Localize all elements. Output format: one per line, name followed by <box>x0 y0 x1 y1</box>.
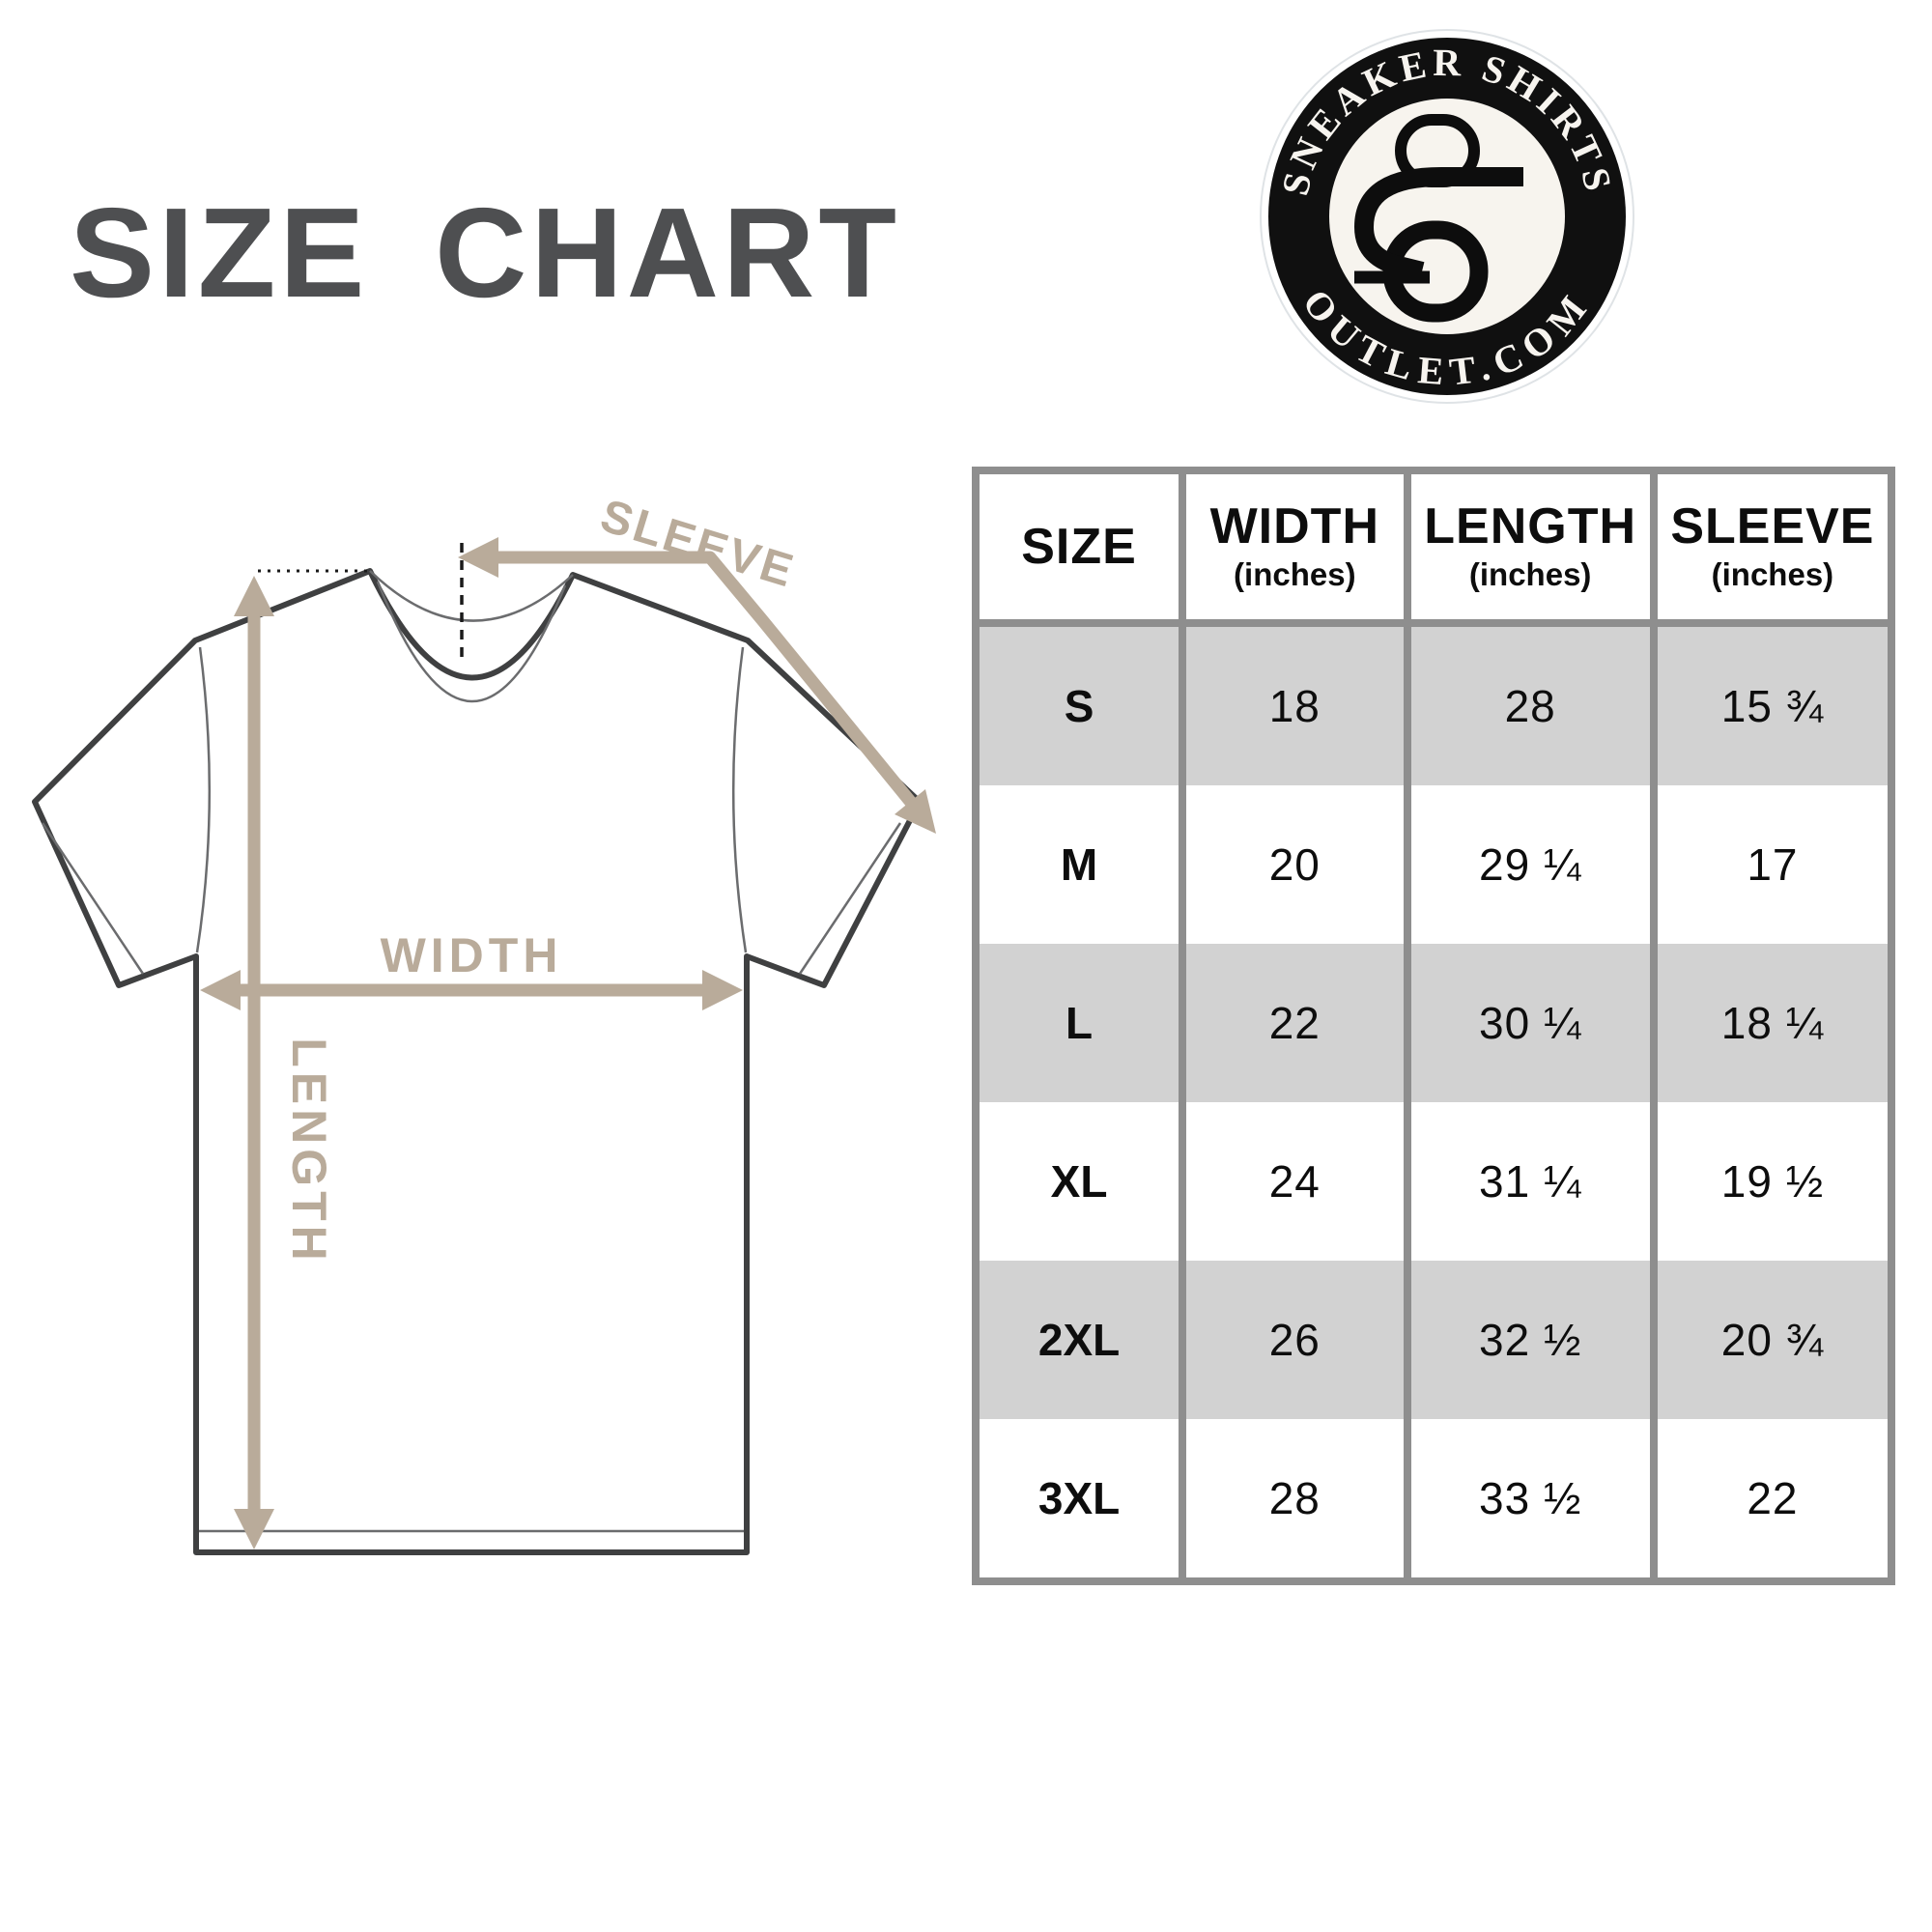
size-table: SIZE WIDTH (inches) LENGTH (inches) SLEE… <box>972 467 1895 1585</box>
table-row: XL 24 31 ¼ 19 ½ <box>980 1102 1888 1261</box>
header-size-label: SIZE <box>1021 518 1137 575</box>
row-3xl-width: 28 <box>1186 1419 1404 1577</box>
row-2xl-sleeve: 20 ¾ <box>1657 1261 1888 1419</box>
row-s-width: 18 <box>1186 627 1404 785</box>
table-row: M 20 29 ¼ 17 <box>980 785 1888 944</box>
length-label: LENGTH <box>282 1037 336 1265</box>
row-3xl-length: 33 ½ <box>1410 1419 1650 1577</box>
sleeve-arrow <box>458 537 936 834</box>
page-title: SIZE CHART <box>70 182 900 324</box>
row-m-length: 29 ¼ <box>1410 785 1650 944</box>
row-3xl-size: 3XL <box>980 1419 1179 1577</box>
logo-monogram-icon <box>1353 114 1523 323</box>
row-xl-width: 24 <box>1186 1102 1404 1261</box>
header-sleeve: SLEEVE (inches) <box>1657 474 1888 627</box>
tshirt-diagram: WIDTH LENGTH SLEEVE <box>32 491 936 1555</box>
header-size: SIZE <box>980 474 1179 627</box>
header-width-unit: (inches) <box>1234 556 1356 593</box>
brand-logo: SNEAKER SHIRTS OUTLET.COM <box>1260 29 1634 404</box>
table-header-row: SIZE WIDTH (inches) LENGTH (inches) SLEE… <box>980 474 1888 627</box>
header-width-label: WIDTH <box>1209 497 1379 554</box>
row-2xl-width: 26 <box>1186 1261 1404 1419</box>
tshirt-outline <box>32 543 923 1555</box>
table-row: L 22 30 ¼ 18 ¼ <box>980 944 1888 1102</box>
row-s-size: S <box>980 627 1179 785</box>
tshirt-seams <box>41 570 902 1533</box>
row-xl-size: XL <box>980 1102 1179 1261</box>
row-l-length: 30 ¼ <box>1410 944 1650 1102</box>
row-l-sleeve: 18 ¼ <box>1657 944 1888 1102</box>
row-m-size: M <box>980 785 1179 944</box>
width-label: WIDTH <box>381 928 563 982</box>
row-2xl-length: 32 ½ <box>1410 1261 1650 1419</box>
row-3xl-sleeve: 22 <box>1657 1419 1888 1577</box>
row-l-size: L <box>980 944 1179 1102</box>
header-length-label: LENGTH <box>1424 497 1637 554</box>
length-arrow <box>234 576 274 1549</box>
table-row: 2XL 26 32 ½ 20 ¾ <box>980 1261 1888 1419</box>
row-2xl-size: 2XL <box>980 1261 1179 1419</box>
row-m-width: 20 <box>1186 785 1404 944</box>
row-s-length: 28 <box>1410 627 1650 785</box>
header-sleeve-label: SLEEVE <box>1670 497 1875 554</box>
row-xl-length: 31 ¼ <box>1410 1102 1650 1261</box>
table-row: 3XL 28 33 ½ 22 <box>980 1419 1888 1577</box>
table-row: S 18 28 15 ¾ <box>980 627 1888 785</box>
header-length-unit: (inches) <box>1468 556 1592 593</box>
header-sleeve-unit: (inches) <box>1711 556 1834 593</box>
row-l-width: 22 <box>1186 944 1404 1102</box>
sleeve-label: SLEEVE <box>595 491 802 598</box>
row-xl-sleeve: 19 ½ <box>1657 1102 1888 1261</box>
row-s-sleeve: 15 ¾ <box>1657 627 1888 785</box>
header-width: WIDTH (inches) <box>1186 474 1404 627</box>
row-m-sleeve: 17 <box>1657 785 1888 944</box>
header-length: LENGTH (inches) <box>1410 474 1650 627</box>
width-arrow <box>200 970 743 1010</box>
